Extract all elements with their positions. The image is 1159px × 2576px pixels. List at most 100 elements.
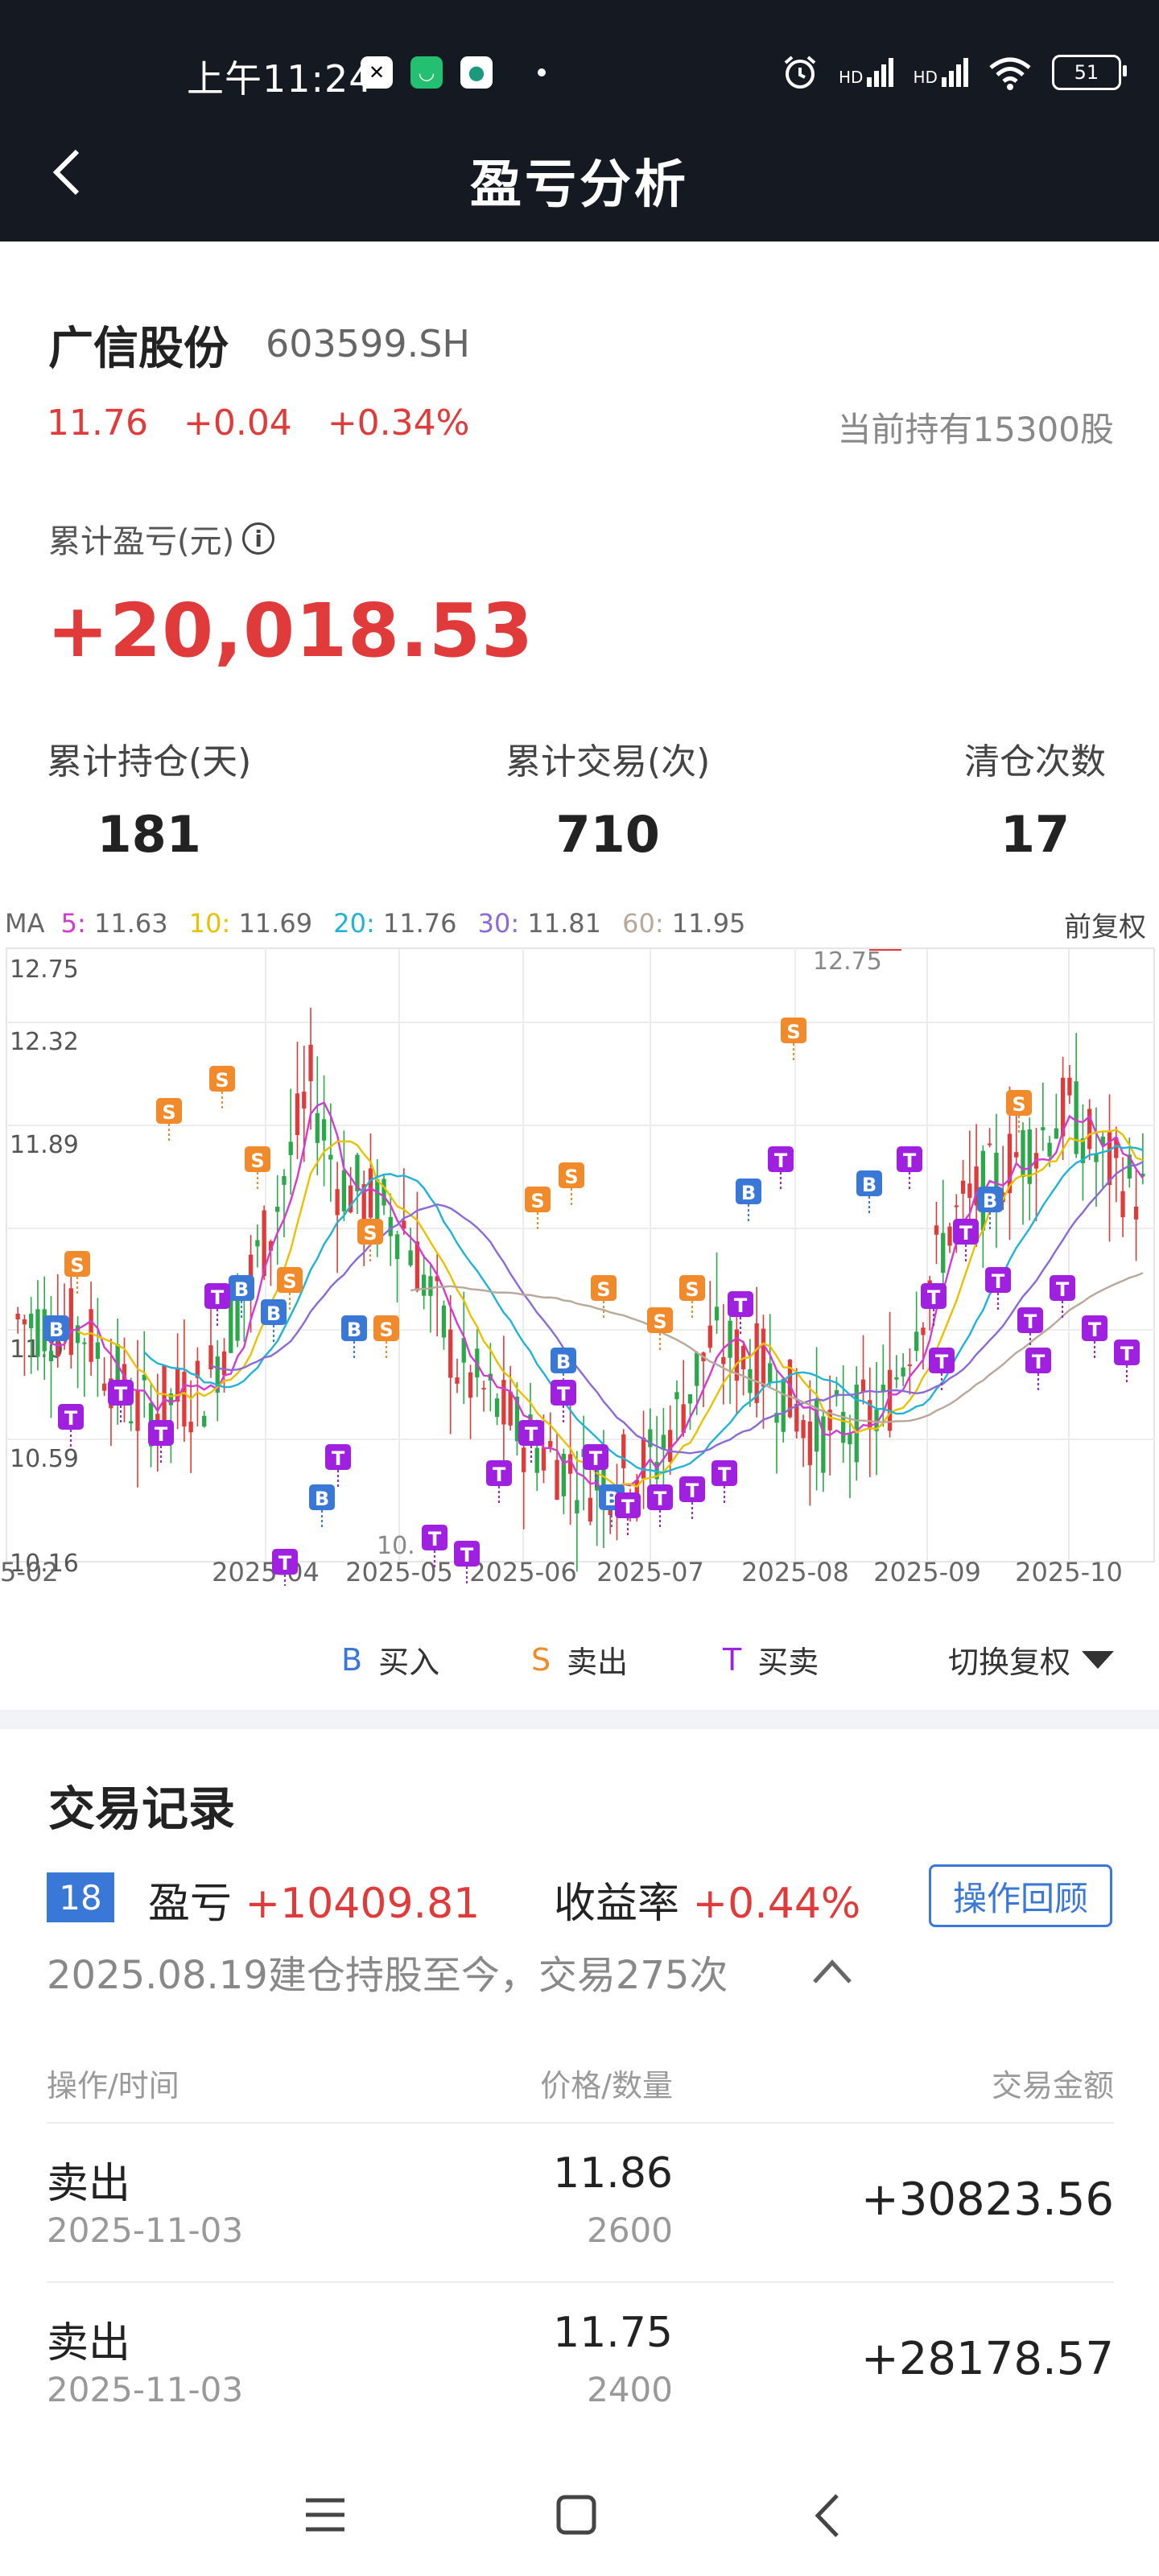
candle-body [229, 1299, 233, 1353]
x-tick-label: 2025-08 [741, 1557, 849, 1586]
trade-marker-t [1025, 1348, 1051, 1373]
trade-op: 卖出 [47, 2319, 131, 2368]
ma5-key: 5: [60, 908, 86, 939]
legend-trade: T 买卖 [723, 1637, 819, 1682]
stock-price: 11.76 [47, 402, 148, 444]
legend-buy-label: 买入 [378, 1645, 440, 1680]
candle-body [934, 1225, 939, 1235]
trade-marker-t-label: T [557, 1383, 571, 1406]
candle-body [901, 1367, 905, 1377]
switch-adjust-button[interactable]: 切换复权 [948, 1637, 1114, 1682]
trade-qty: 2400 [587, 2370, 673, 2409]
candle-body [1060, 1077, 1066, 1137]
annotation-high: 12.75 [813, 947, 882, 976]
trade-marker-t-label: T [460, 1544, 474, 1567]
annotation-low: 10. [377, 1532, 415, 1560]
candle-body [1100, 1136, 1105, 1146]
candle-body [182, 1372, 187, 1426]
info-icon[interactable]: i [242, 522, 275, 555]
system-nav-bar [0, 2447, 1159, 2576]
candle-body [954, 1205, 959, 1208]
legend-buy-key: B [341, 1641, 363, 1678]
candle-body [687, 1393, 693, 1404]
candle-body [595, 1469, 600, 1491]
adjust-label[interactable]: 前复权 [1064, 911, 1146, 943]
candle-body [29, 1313, 34, 1329]
candle-body [854, 1385, 859, 1463]
candle-body [894, 1377, 899, 1380]
kline-chart[interactable]: 12.7512.3211.8911.010.5910.165-022025-04… [0, 942, 1159, 1594]
candle-body [860, 1379, 866, 1393]
candle-body [821, 1416, 826, 1473]
candle-body [508, 1391, 513, 1426]
candle-body [734, 1329, 740, 1381]
home-icon[interactable] [555, 2494, 597, 2536]
candle-body [974, 1166, 979, 1206]
trade-marker-t [583, 1444, 608, 1470]
candle-body [441, 1305, 447, 1338]
candle-body [1067, 1077, 1072, 1096]
candle-body [768, 1363, 773, 1383]
candle-body [248, 1254, 254, 1278]
candle-body [102, 1383, 107, 1391]
back-icon[interactable] [811, 2492, 843, 2539]
ma20: 20: 11.76 [333, 908, 456, 939]
candle-body [375, 1179, 380, 1233]
trade-marker-t-label: T [114, 1383, 128, 1406]
candle-body [541, 1447, 547, 1471]
candle-body [288, 1141, 293, 1155]
trade-marker-b-label: B [315, 1488, 329, 1510]
candle-body [654, 1461, 659, 1480]
trade-marker-t-label: T [621, 1496, 635, 1518]
candle-body [35, 1309, 40, 1357]
holding-shares: 当前持有15300股 [837, 410, 1114, 449]
candle-body [588, 1497, 593, 1522]
trade-marker-b [856, 1170, 882, 1196]
trade-marker-t-label: T [734, 1294, 748, 1317]
trade-marker-b-label: B [266, 1302, 281, 1325]
menu-icon[interactable] [303, 2496, 348, 2534]
trade-marker-t-label: T [332, 1447, 345, 1470]
trade-marker-t-label: T [428, 1528, 442, 1550]
trade-marker-t-label: T [1056, 1278, 1070, 1301]
candle-body [921, 1327, 926, 1335]
trade-marker-b [551, 1348, 576, 1373]
back-arrow-icon[interactable] [48, 148, 85, 196]
trade-marker-s-label: S [162, 1101, 175, 1124]
candle-body [567, 1454, 573, 1474]
trade-marker-b-label: B [556, 1351, 571, 1373]
candle-body [56, 1330, 60, 1357]
trade-marker-b-label: B [983, 1190, 997, 1212]
trade-marker-t [325, 1444, 351, 1470]
trade-marker-t [1082, 1315, 1107, 1341]
candle-body [349, 1185, 353, 1212]
cumulative-value: +20,018.53 [47, 588, 534, 674]
candle-body [728, 1320, 732, 1358]
candle-body [960, 1180, 966, 1194]
ma-prefix: MA [5, 908, 45, 939]
trade-marker-s-label: S [596, 1278, 610, 1301]
chevron-up-icon[interactable] [810, 1955, 855, 1987]
trade-marker-t-label: T [589, 1447, 603, 1470]
ma-line-ma20 [143, 1144, 1144, 1474]
trade-marker-t [518, 1420, 544, 1446]
candle-body [22, 1319, 27, 1325]
more-notifications-dot-icon [538, 68, 546, 76]
candle-body [994, 1152, 999, 1195]
section-divider [0, 1710, 1159, 1729]
candle-body [328, 1154, 333, 1160]
ma60: 60: 11.95 [622, 908, 745, 939]
review-button[interactable]: 操作回顾 [929, 1864, 1112, 1927]
candle-body [15, 1313, 20, 1320]
candle-body [75, 1325, 80, 1344]
trade-marker-t-label: T [211, 1286, 225, 1309]
y-tick-label: 12.75 [10, 956, 79, 984]
trade-marker-t-label: T [155, 1423, 168, 1446]
trade-marker-b [736, 1179, 761, 1204]
trade-marker-b [977, 1187, 1003, 1212]
candle-body [1074, 1081, 1079, 1154]
candle-body [801, 1420, 806, 1439]
trade-marker-s [559, 1162, 584, 1188]
trade-date: 2025-11-03 [47, 2211, 244, 2250]
candle-body [89, 1309, 93, 1362]
